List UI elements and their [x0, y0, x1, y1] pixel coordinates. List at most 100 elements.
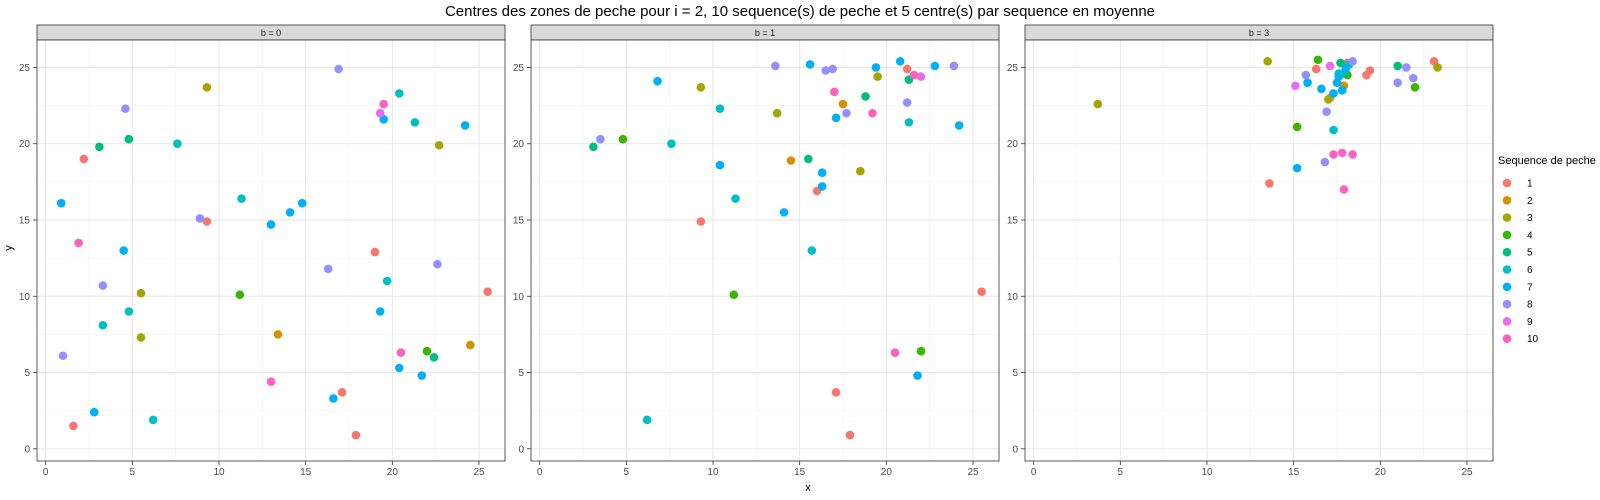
- data-point: [351, 430, 361, 440]
- y-tick-label: 10: [513, 292, 525, 303]
- data-point: [977, 287, 986, 296]
- data-point: [873, 72, 882, 81]
- x-tick-label: 10: [707, 467, 719, 478]
- data-point: [1341, 64, 1350, 74]
- data-point: [1263, 57, 1272, 66]
- data-point: [394, 89, 404, 98]
- y-tick-label: 20: [19, 139, 31, 150]
- data-point: [618, 134, 628, 144]
- data-point: [949, 61, 959, 71]
- data-point: [667, 139, 676, 149]
- panel-background: [1025, 40, 1493, 461]
- x-tick-label: 20: [881, 467, 893, 478]
- data-point: [124, 307, 134, 316]
- legend-label: 5: [1527, 248, 1533, 259]
- legend: Sequence de peche 1 2 3 4 5 6 7 8 9 10: [1498, 155, 1596, 345]
- x-tick-label: 10: [1201, 467, 1213, 478]
- data-point: [642, 415, 652, 425]
- data-point: [173, 139, 182, 149]
- data-point: [1348, 57, 1357, 66]
- data-point: [89, 407, 99, 417]
- legend-key: [1502, 317, 1512, 326]
- data-point: [1324, 95, 1333, 104]
- legend-label: 2: [1527, 196, 1533, 207]
- data-point: [1317, 84, 1326, 94]
- facet-panel: b = 1 0 5 10 15 20 25 0 5 10 15 20 25: [513, 24, 1000, 478]
- data-point: [79, 154, 89, 164]
- legend-key: [1502, 213, 1512, 222]
- y-tick-label: 10: [1007, 292, 1019, 303]
- data-point: [119, 246, 128, 255]
- panel-border: [1024, 39, 1494, 462]
- y-tick-label: 10: [19, 292, 31, 303]
- data-point: [124, 134, 134, 144]
- data-point: [804, 154, 813, 164]
- data-point: [460, 121, 470, 130]
- legend-label: 8: [1527, 300, 1533, 311]
- data-point: [58, 351, 68, 361]
- data-point: [148, 415, 158, 425]
- data-point: [382, 276, 392, 286]
- data-point: [1292, 163, 1302, 173]
- data-point: [410, 118, 420, 127]
- legend-label: 3: [1527, 213, 1533, 224]
- data-point: [337, 388, 347, 397]
- data-point: [930, 61, 940, 71]
- y-tick-label: 0: [518, 444, 524, 455]
- data-point: [845, 430, 855, 440]
- data-point: [69, 421, 78, 431]
- data-point: [1320, 157, 1330, 167]
- panel-background: [531, 40, 999, 461]
- data-point: [1334, 72, 1344, 81]
- data-point: [831, 388, 841, 397]
- facet-panel: b = 3 0 5 10 15 20 25 0 5 10 15 20 25: [1007, 24, 1494, 478]
- data-point: [805, 60, 815, 69]
- y-tick-label: 25: [19, 63, 31, 74]
- data-point: [235, 290, 245, 300]
- data-point: [136, 288, 146, 298]
- facet-strip-label: b = 3: [1249, 28, 1269, 38]
- y-tick-label: 0: [24, 444, 30, 455]
- data-point: [375, 307, 385, 316]
- data-point: [285, 208, 295, 217]
- y-tick-label: 15: [19, 215, 31, 226]
- data-point: [902, 98, 912, 107]
- legend-label: 10: [1527, 334, 1539, 345]
- data-point: [98, 281, 108, 290]
- data-point: [1329, 150, 1338, 159]
- x-tick-label: 0: [43, 467, 49, 478]
- data-point: [297, 198, 307, 208]
- x-tick-label: 5: [624, 467, 630, 478]
- y-tick-label: 15: [513, 215, 525, 226]
- data-point: [916, 72, 926, 81]
- panel-border: [530, 39, 1000, 462]
- data-point: [954, 121, 964, 130]
- data-point: [379, 99, 388, 109]
- legend-label: 7: [1527, 282, 1533, 293]
- data-point: [1311, 64, 1321, 74]
- data-point: [871, 63, 881, 72]
- y-tick-label: 5: [24, 368, 30, 379]
- panel-border: [36, 39, 506, 462]
- x-tick-label: 25: [1461, 467, 1473, 478]
- data-point: [696, 217, 706, 226]
- x-tick-label: 20: [387, 467, 399, 478]
- data-point: [821, 66, 830, 75]
- data-point: [772, 108, 782, 118]
- data-point: [370, 247, 380, 257]
- data-point: [909, 70, 919, 80]
- data-point: [731, 194, 740, 203]
- data-point: [913, 371, 922, 380]
- data-point: [429, 352, 439, 362]
- data-point: [98, 320, 108, 330]
- legend-key: [1502, 282, 1512, 292]
- data-point: [596, 134, 605, 144]
- data-point: [1093, 99, 1103, 109]
- x-tick-label: 15: [794, 467, 806, 478]
- data-point: [1336, 58, 1345, 68]
- data-point: [394, 363, 404, 373]
- data-point: [807, 246, 817, 255]
- x-axis-title: x: [805, 482, 811, 494]
- data-point: [433, 259, 442, 269]
- data-point: [1325, 61, 1335, 71]
